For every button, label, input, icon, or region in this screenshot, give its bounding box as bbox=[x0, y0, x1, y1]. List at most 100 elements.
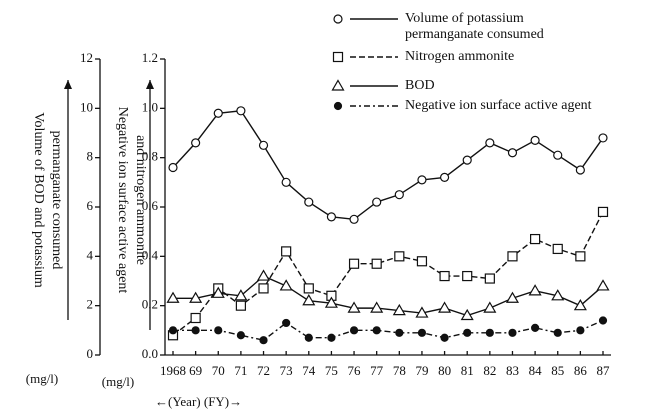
data-point bbox=[597, 206, 609, 218]
data-point bbox=[326, 212, 337, 222]
x-tick-label: 84 bbox=[529, 363, 543, 378]
data-point bbox=[279, 279, 293, 291]
y-unit: (mg/l) bbox=[26, 371, 59, 386]
data-point bbox=[236, 106, 246, 116]
data-point bbox=[371, 258, 382, 269]
data-point bbox=[372, 197, 382, 207]
series-line bbox=[172, 211, 604, 336]
x-tick-label: 74 bbox=[302, 363, 316, 378]
x-tick-label: 86 bbox=[574, 363, 588, 378]
data-point bbox=[573, 298, 587, 311]
x-tick-label: 76 bbox=[348, 363, 362, 378]
data-point bbox=[258, 283, 269, 294]
data-point bbox=[575, 251, 586, 262]
data-point bbox=[439, 172, 450, 182]
data-point bbox=[394, 251, 405, 262]
data-point bbox=[553, 150, 563, 160]
y-tick-label: 12 bbox=[80, 50, 93, 65]
data-point bbox=[531, 323, 540, 332]
x-tick-label: 1968 bbox=[160, 363, 186, 378]
y-tick-label: 6 bbox=[87, 198, 94, 213]
data-point bbox=[168, 326, 178, 335]
data-point bbox=[211, 286, 225, 298]
data-point bbox=[394, 190, 404, 200]
axis-label: and nitrogen ammonite bbox=[133, 135, 148, 265]
x-tick-label: 85 bbox=[551, 363, 564, 378]
axis-arrowhead bbox=[146, 80, 154, 89]
data-point bbox=[191, 326, 200, 335]
x-tick-label: 82 bbox=[483, 363, 496, 378]
data-point bbox=[304, 333, 313, 342]
y-tick-label: 10 bbox=[80, 99, 93, 114]
data-point bbox=[485, 138, 495, 148]
legend-marker bbox=[333, 14, 343, 24]
data-point bbox=[484, 273, 495, 284]
data-point bbox=[213, 108, 223, 118]
data-point bbox=[415, 306, 429, 318]
legend-marker bbox=[331, 79, 345, 91]
y2-tick-label: 1.2 bbox=[142, 50, 158, 65]
data-point bbox=[552, 243, 563, 255]
axis-arrowhead bbox=[64, 80, 72, 89]
x-tick-label: 80 bbox=[438, 363, 451, 378]
data-point bbox=[438, 301, 452, 313]
data-point bbox=[372, 326, 381, 335]
x-axis-label: ←(Year) (FY)→ bbox=[155, 394, 242, 409]
series-line bbox=[172, 110, 604, 221]
data-point bbox=[281, 246, 292, 257]
data-point bbox=[551, 289, 565, 301]
data-point bbox=[505, 291, 520, 303]
data-point bbox=[168, 162, 178, 173]
data-point bbox=[417, 175, 427, 185]
data-point bbox=[575, 165, 585, 175]
data-point bbox=[395, 328, 404, 337]
data-point bbox=[235, 300, 246, 311]
data-point bbox=[349, 214, 359, 224]
data-point bbox=[258, 140, 269, 150]
x-tick-label: 73 bbox=[280, 363, 293, 378]
data-point bbox=[191, 138, 201, 148]
y-tick-label: 8 bbox=[87, 149, 94, 164]
y-tick-label: 2 bbox=[87, 297, 94, 312]
data-point bbox=[439, 270, 450, 282]
data-point bbox=[553, 328, 562, 337]
data-point bbox=[530, 135, 540, 145]
x-tick-label: 83 bbox=[506, 363, 519, 378]
data-point bbox=[485, 328, 494, 337]
data-point bbox=[304, 197, 314, 207]
x-tick-label: 81 bbox=[461, 363, 474, 378]
axis-label: Negative ion surface active agent bbox=[115, 107, 130, 294]
x-tick-label: 72 bbox=[257, 363, 270, 378]
legend-label: Nitrogen ammonite bbox=[405, 49, 515, 64]
data-point bbox=[281, 177, 291, 187]
data-point bbox=[189, 291, 203, 303]
data-point bbox=[327, 333, 336, 342]
data-point bbox=[214, 326, 223, 335]
y2-unit: (mg/l) bbox=[102, 374, 135, 389]
data-point bbox=[417, 328, 427, 337]
data-point bbox=[324, 296, 338, 308]
data-point bbox=[190, 312, 201, 324]
data-point bbox=[528, 284, 542, 296]
data-point bbox=[483, 301, 497, 313]
data-point bbox=[507, 148, 518, 158]
y2-tick-label: 0.0 bbox=[142, 346, 158, 361]
data-point bbox=[236, 331, 245, 340]
x-tick-label: 71 bbox=[234, 363, 247, 378]
legend-marker bbox=[333, 101, 343, 111]
x-tick-label: 78 bbox=[393, 363, 406, 378]
data-point bbox=[460, 308, 474, 321]
x-tick-label: 77 bbox=[370, 363, 384, 378]
legend-label: Volume of potassium permanganate consume… bbox=[405, 11, 544, 42]
data-point bbox=[576, 326, 585, 335]
data-point bbox=[348, 258, 360, 269]
data-point bbox=[282, 318, 291, 328]
y-tick-label: 0 bbox=[87, 346, 94, 361]
axis-label: permanganate consumed bbox=[49, 131, 64, 270]
data-point bbox=[303, 283, 314, 294]
data-point bbox=[370, 301, 384, 313]
data-point bbox=[508, 328, 517, 337]
x-tick-label: 75 bbox=[325, 363, 338, 378]
